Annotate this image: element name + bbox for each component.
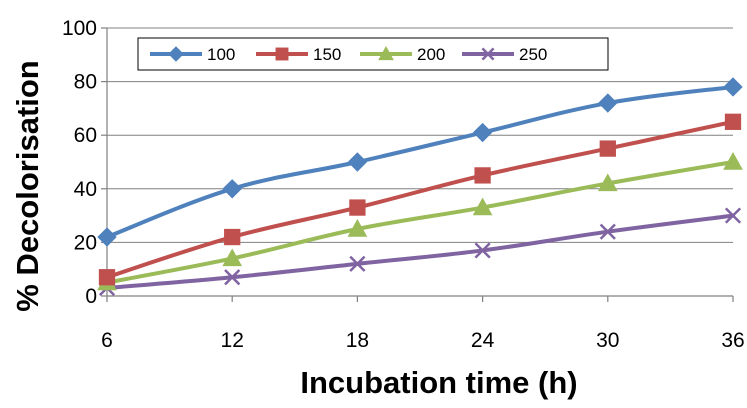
- data-point-100-24: [472, 122, 493, 143]
- data-point-100-36: [723, 77, 743, 97]
- series-group: [97, 77, 743, 297]
- data-point-200-18: [347, 218, 368, 237]
- legend-entry-150: 150: [256, 45, 341, 64]
- data-point-250-30: [599, 223, 616, 240]
- data-point-200-24: [472, 197, 493, 216]
- legend-marker: [168, 46, 184, 62]
- data-point-200-36: [723, 151, 743, 170]
- x-axis-title: Incubation time (h): [300, 365, 577, 400]
- x-tick-label: 36: [721, 329, 744, 352]
- data-point-150-24: [474, 167, 491, 184]
- series-line-250: [105, 213, 735, 290]
- legend-entry-200: 200: [360, 45, 445, 64]
- axes: [101, 27, 734, 302]
- legend-entry-250: 250: [462, 45, 547, 64]
- data-point-100-12: [222, 179, 242, 199]
- x-tick-label: 30: [596, 329, 619, 352]
- legend: 100 150 200 250: [137, 37, 609, 71]
- marker-stroke: [349, 255, 366, 272]
- series-150: [98, 113, 742, 286]
- data-point-100-30: [598, 93, 618, 113]
- legend-entry-100: 100: [150, 45, 235, 64]
- data-point-150-18: [349, 199, 366, 216]
- data-point-150-12: [224, 228, 241, 246]
- legend-marker: [275, 47, 289, 61]
- tick-labels: 0 20 40 60 80 100 6 12 18 24 30 36: [62, 17, 745, 352]
- y-tick-label: 80: [74, 71, 97, 94]
- y-axis-title: % Decolorisation: [10, 60, 45, 312]
- legend-marker: [481, 47, 495, 61]
- marker-stroke: [481, 47, 495, 61]
- series-100: [97, 77, 743, 247]
- legend-marker: [378, 45, 394, 61]
- marker-stroke: [474, 242, 491, 259]
- series-line-100: [105, 84, 735, 240]
- series-line-200: [105, 160, 735, 285]
- data-point-200-30: [597, 173, 618, 192]
- data-point-150-6: [98, 269, 116, 286]
- data-point-250-18: [349, 255, 366, 272]
- legend-label: 100: [207, 45, 235, 64]
- x-tick-label: 24: [471, 329, 495, 352]
- data-point-250-12: [224, 269, 241, 286]
- marker-stroke: [599, 223, 616, 240]
- data-point-250-24: [474, 242, 491, 259]
- series-250: [98, 207, 742, 297]
- y-tick-label: 100: [62, 17, 97, 40]
- series-200: [97, 151, 743, 291]
- gridlines: [107, 27, 733, 243]
- y-tick-label: 20: [74, 231, 97, 254]
- marker-stroke: [224, 269, 241, 286]
- y-tick-label: 40: [74, 178, 97, 201]
- legend-label: 200: [417, 45, 445, 64]
- data-point-200-12: [222, 248, 243, 267]
- legend-label: 150: [313, 45, 341, 64]
- data-point-100-18: [347, 152, 368, 172]
- x-tick-label: 18: [346, 329, 369, 352]
- data-point-150-36: [724, 113, 742, 130]
- y-tick-label: 60: [74, 124, 97, 147]
- x-tick-label: 6: [101, 329, 113, 352]
- marker-stroke: [724, 207, 742, 224]
- x-tick-label: 12: [221, 329, 244, 352]
- legend-label: 250: [519, 45, 547, 64]
- series-line-150: [105, 119, 735, 280]
- data-point-100-6: [97, 227, 117, 247]
- data-point-250-36: [724, 207, 742, 224]
- y-tick-label: 0: [85, 285, 97, 308]
- data-point-150-30: [599, 140, 616, 157]
